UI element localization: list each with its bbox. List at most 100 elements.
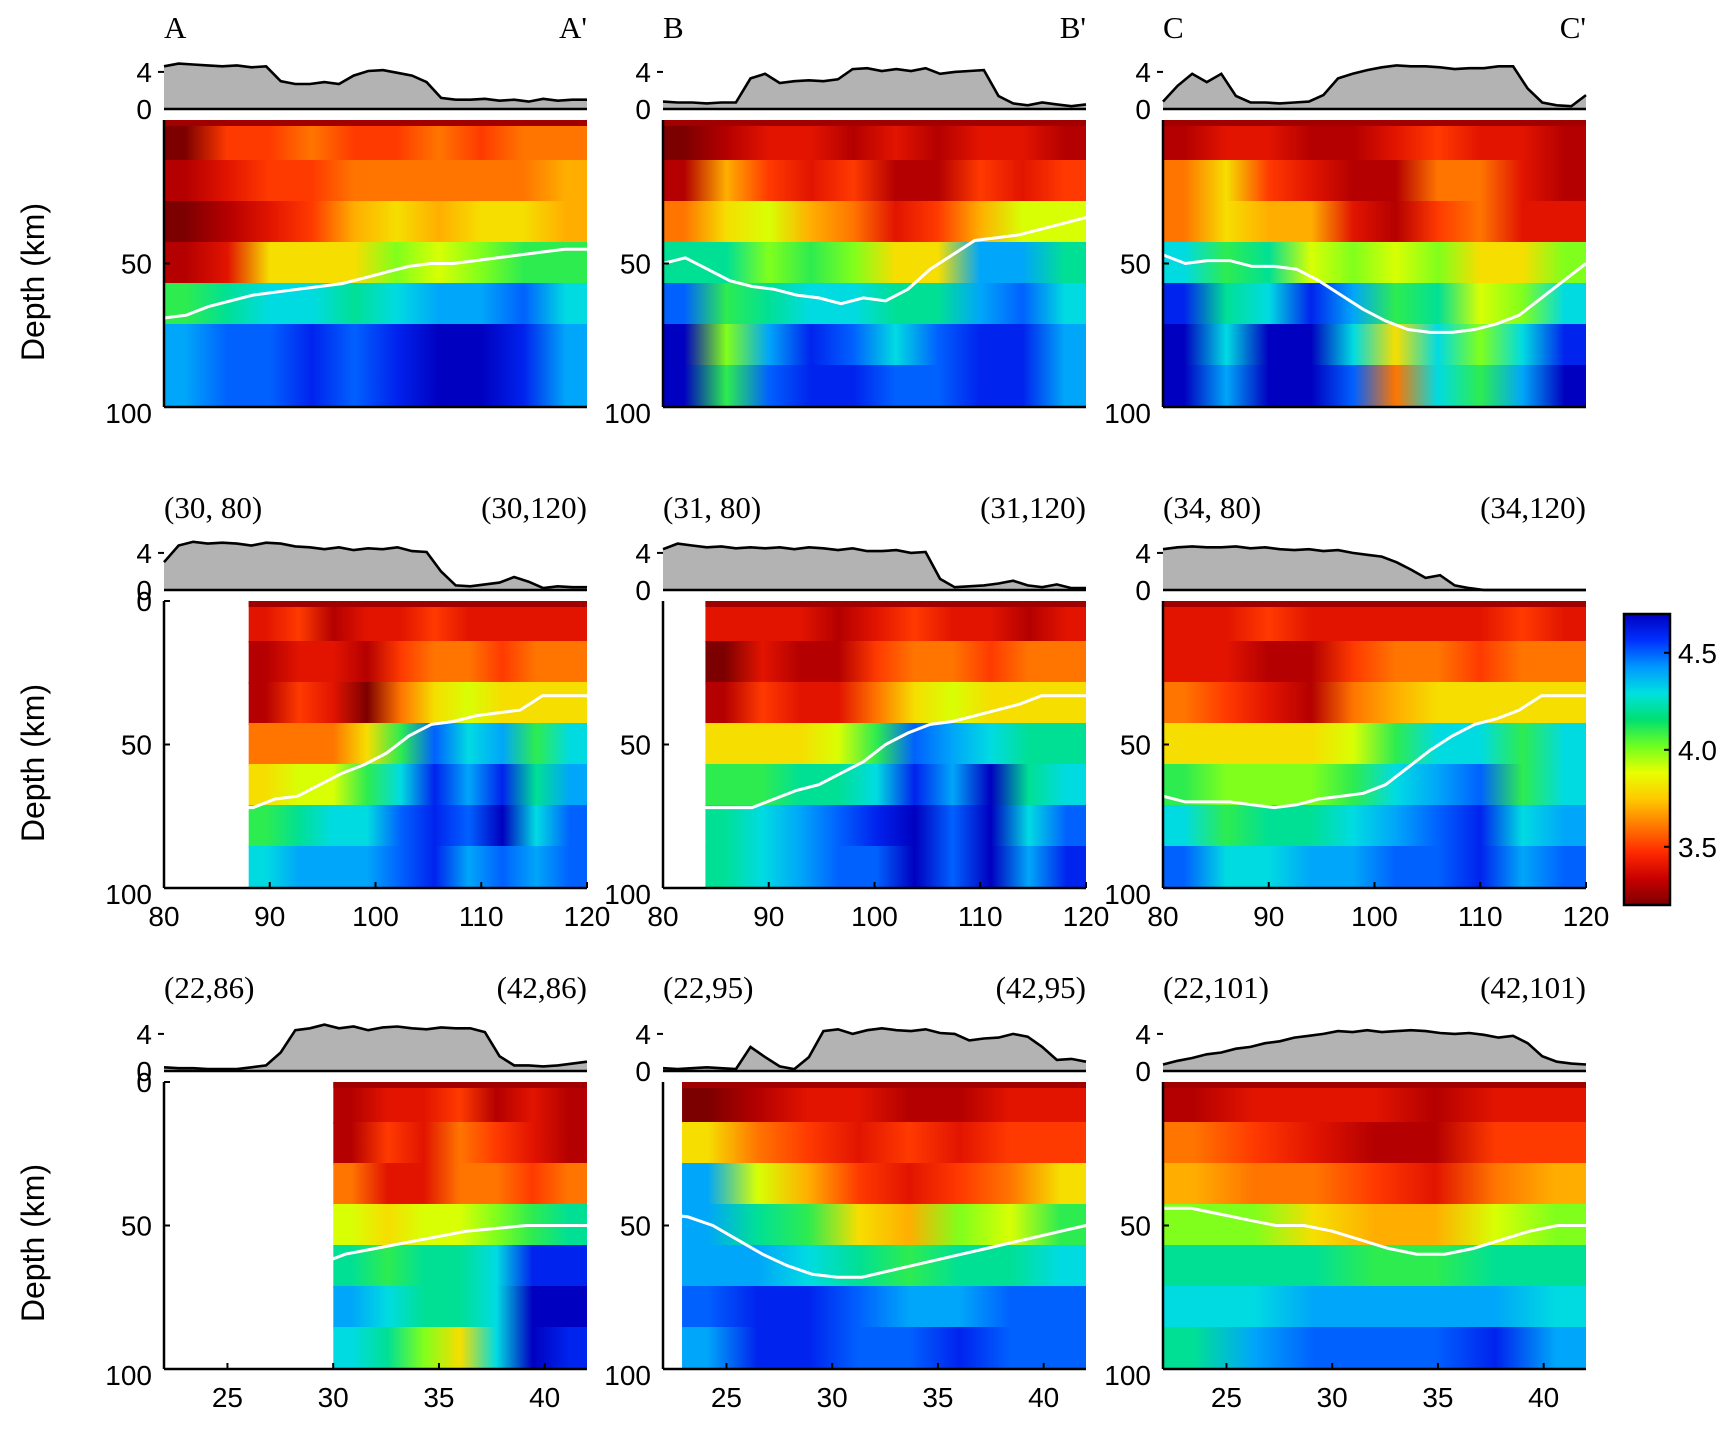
velocity-row — [663, 160, 1086, 203]
topography-line — [662, 542, 1086, 590]
elevation-tick-label: 0 — [635, 94, 651, 125]
velocity-row — [705, 682, 1086, 725]
velocity-row — [333, 1245, 587, 1288]
surface-band — [164, 120, 587, 126]
depth-label-row-1: Depth (km) — [15, 203, 51, 361]
profile-end-label: C' — [1560, 10, 1586, 45]
velocity-row — [663, 201, 1086, 244]
topography-line — [662, 1026, 1087, 1071]
elevation-tick-label: 4 — [1135, 57, 1151, 88]
velocity-row — [705, 641, 1086, 684]
surface-band — [705, 601, 1086, 607]
velocity-row — [1163, 1163, 1586, 1206]
elevation-tick-label: 0 — [1135, 575, 1151, 606]
topography-area — [164, 541, 587, 590]
colorbar-tick-label: 3.5 — [1678, 832, 1717, 863]
distance-tick-label: 40 — [529, 1382, 560, 1413]
velocity-row — [164, 283, 587, 326]
profile-start-label: (22,86) — [164, 970, 254, 1005]
elevation-tick-label: 0 — [1135, 1056, 1151, 1087]
distance-tick-label: 110 — [1458, 901, 1503, 932]
moho-line — [163, 247, 587, 320]
depth-tick-label: 100 — [604, 879, 651, 910]
velocity-row — [1163, 805, 1586, 848]
velocity-row — [1163, 201, 1586, 244]
velocity-heatmap — [663, 120, 1086, 407]
depth-tick-label: 50 — [121, 1211, 152, 1242]
velocity-row — [663, 324, 1086, 367]
velocity-row — [663, 120, 1086, 162]
velocity-row — [1163, 120, 1586, 162]
velocity-row — [682, 1286, 1086, 1329]
depth-tick-label: 100 — [604, 398, 651, 429]
velocity-row — [705, 805, 1086, 848]
section-panel: C C' 4 0 50 100 — [1104, 10, 1587, 429]
distance-tick-label: 80 — [1147, 901, 1178, 932]
topography-line — [163, 1023, 588, 1071]
topography-area — [1163, 1030, 1586, 1071]
elevation-tick-label: 4 — [136, 1019, 152, 1050]
velocity-row — [333, 1286, 587, 1329]
velocity-row — [682, 1082, 1086, 1124]
velocity-heatmap — [1163, 601, 1586, 888]
profile-start-label: (22,101) — [1163, 970, 1269, 1005]
velocity-row — [248, 764, 587, 807]
elevation-tick-label: 4 — [136, 57, 152, 88]
velocity-row — [1163, 682, 1586, 725]
velocity-row — [248, 601, 587, 643]
elevation-tick-label: 0 — [136, 94, 152, 125]
profile-end-label: (34,120) — [1480, 490, 1586, 525]
distance-tick-label: 90 — [1253, 901, 1284, 932]
moho-line — [1163, 1206, 1586, 1256]
depth-tick-label: 100 — [1104, 1360, 1151, 1391]
elevation-tick-label: 0 — [635, 1056, 651, 1087]
depth-label-row-2: Depth (km) — [15, 684, 51, 842]
topography-area — [663, 68, 1086, 109]
velocity-heatmap — [705, 601, 1086, 888]
surface-band — [248, 601, 587, 607]
velocity-row — [705, 601, 1086, 643]
velocity-row — [682, 1163, 1086, 1206]
velocity-row — [1163, 365, 1586, 407]
distance-tick-label: 80 — [647, 901, 678, 932]
surface-band — [1163, 1082, 1586, 1088]
moho-line — [662, 216, 1087, 306]
distance-tick-label: 90 — [753, 901, 784, 932]
profile-end-label: A' — [559, 10, 587, 45]
depth-tick-label: 50 — [121, 730, 152, 761]
elevation-tick-label: 4 — [635, 57, 651, 88]
distance-tick-label: 30 — [817, 1382, 848, 1413]
velocity-heatmap — [333, 1082, 587, 1369]
velocity-row — [1163, 1327, 1586, 1369]
profile-start-label: A — [164, 10, 187, 45]
velocity-colorbar: 3.5 4.0 4.5 — [1622, 612, 1717, 907]
colorbar-gradient — [1622, 612, 1672, 907]
profile-end-label: (30,120) — [481, 490, 587, 525]
velocity-row — [333, 1327, 587, 1369]
topography-line — [163, 62, 587, 103]
surface-band — [1163, 120, 1586, 126]
distance-tick-label: 100 — [352, 901, 399, 932]
velocity-heatmap — [164, 120, 587, 407]
velocity-row — [705, 846, 1086, 888]
velocity-row — [682, 1122, 1086, 1165]
profile-start-label: C — [1163, 10, 1184, 45]
depth-tick-label: 50 — [1120, 249, 1151, 280]
distance-tick-label: 100 — [1351, 901, 1398, 932]
surface-band — [663, 120, 1086, 126]
velocity-heatmap — [1163, 1082, 1586, 1369]
depth-tick-label: 100 — [604, 1360, 651, 1391]
velocity-row — [705, 723, 1086, 766]
moho-line — [1162, 694, 1586, 810]
topography-area — [663, 543, 1086, 590]
profile-start-label: (22,95) — [663, 970, 753, 1005]
surface-band — [1163, 601, 1586, 607]
velocity-row — [663, 242, 1086, 285]
velocity-row — [1163, 601, 1586, 643]
velocity-row — [164, 201, 587, 244]
distance-tick-label: 80 — [148, 901, 179, 932]
profile-end-label: (42,101) — [1480, 970, 1586, 1005]
